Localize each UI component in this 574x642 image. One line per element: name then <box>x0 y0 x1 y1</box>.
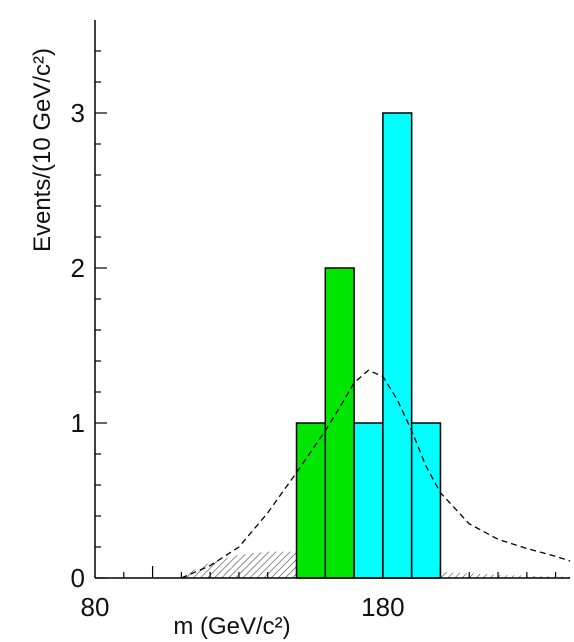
y-tick-label: 0 <box>71 563 85 593</box>
signal-dashed-curve <box>181 369 571 579</box>
bar-cyan-2 <box>353 422 384 579</box>
bar-cyan-4 <box>410 422 442 579</box>
bars-layer <box>295 112 442 579</box>
axes-layer: 0 1 2 3 80 180 <box>71 20 570 622</box>
y-tick-label: 1 <box>71 408 85 438</box>
labels-layer: m (GeV/c²) Events/(10 GeV/c²) <box>29 48 291 640</box>
bar-green-0 <box>295 422 327 579</box>
y-tick-label: 2 <box>71 253 85 283</box>
x-tick-label: 180 <box>361 592 404 622</box>
bar-green-1 <box>324 267 355 579</box>
y-tick-label: 3 <box>71 98 85 128</box>
curve-layer <box>181 369 571 579</box>
y-axis-label: Events/(10 GeV/c²) <box>29 48 56 252</box>
x-tick-label: 80 <box>81 592 110 622</box>
x-axis-label: m (GeV/c²) <box>173 613 290 640</box>
bar-cyan-3 <box>382 112 413 579</box>
